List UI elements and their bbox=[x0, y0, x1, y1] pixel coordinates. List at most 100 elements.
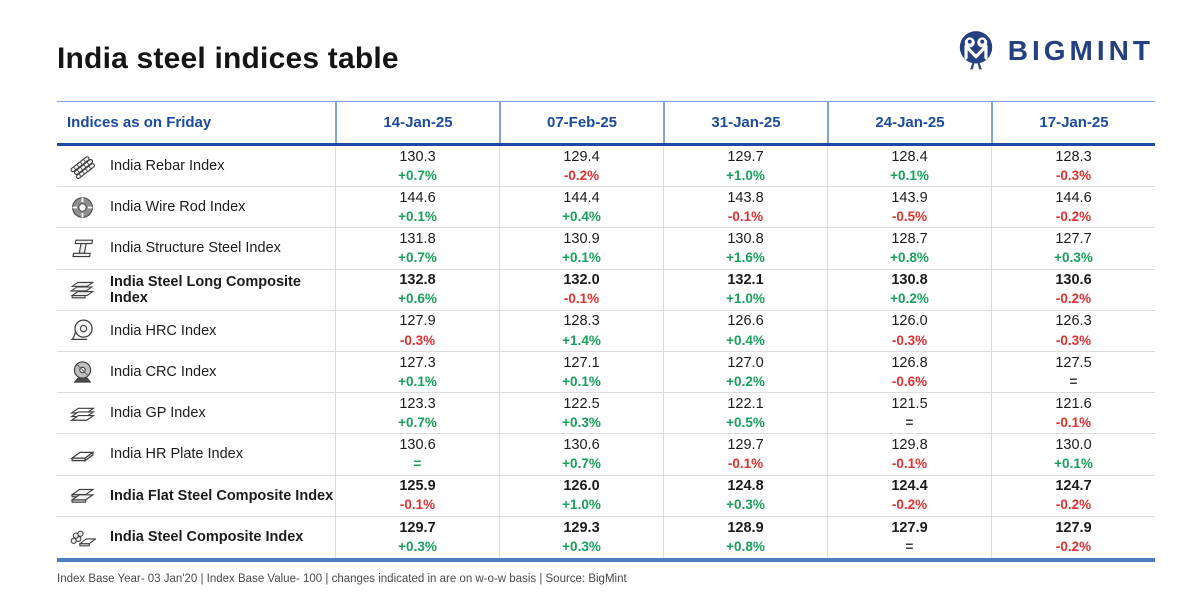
index-value: 121.5 bbox=[891, 395, 928, 412]
index-change: +0.4% bbox=[726, 332, 765, 348]
plate-stack-icon bbox=[69, 482, 96, 509]
index-value: 131.8 bbox=[399, 231, 436, 247]
plate-icon bbox=[69, 441, 96, 468]
index-value: 129.8 bbox=[891, 436, 928, 453]
index-value-cell: 123.3 +0.7% bbox=[335, 393, 499, 434]
index-change: -0.2% bbox=[1055, 208, 1092, 224]
index-value: 126.0 bbox=[563, 478, 600, 495]
index-value-cell: 130.0 +0.1% bbox=[991, 434, 1155, 475]
index-change: +0.3% bbox=[398, 538, 437, 554]
bigmint-logo-text: BIGMINT bbox=[1007, 35, 1154, 66]
index-change: +0.3% bbox=[562, 414, 601, 430]
crc-coil-stand-icon bbox=[69, 359, 96, 386]
index-change: +1.4% bbox=[562, 332, 601, 348]
index-value-cell: 128.4 +0.1% bbox=[827, 146, 991, 187]
index-change: -0.2% bbox=[563, 167, 600, 183]
index-value-cell: 125.9 -0.1% bbox=[335, 475, 499, 516]
index-change: +0.3% bbox=[726, 497, 765, 513]
column-header-date-2: 07-Feb-25 bbox=[499, 102, 663, 143]
index-value: 126.8 bbox=[891, 354, 928, 371]
index-value: 129.7 bbox=[727, 436, 764, 453]
index-value: 124.8 bbox=[727, 478, 764, 495]
index-change: -0.1% bbox=[399, 497, 436, 513]
table-row: India HRC Index 127.9 -0.3% 128.3 +1.4% … bbox=[57, 310, 1155, 352]
index-change: +0.1% bbox=[890, 167, 929, 183]
hrc-coil-icon bbox=[69, 317, 96, 344]
index-change: -0.1% bbox=[563, 291, 600, 307]
index-value: 130.3 bbox=[399, 148, 436, 165]
index-change: +0.7% bbox=[562, 456, 601, 472]
index-value-cell: 121.6 -0.1% bbox=[991, 393, 1155, 434]
index-value-cell: 127.9 = bbox=[827, 516, 991, 558]
rods-and-plate-icon bbox=[69, 524, 96, 551]
index-change: +0.4% bbox=[562, 208, 601, 224]
index-value-cell: 130.6 = bbox=[335, 434, 499, 475]
index-label: India GP Index bbox=[110, 405, 206, 422]
index-change: +0.2% bbox=[726, 373, 765, 389]
index-change: -0.2% bbox=[1055, 538, 1092, 554]
index-value: 127.1 bbox=[563, 354, 600, 371]
index-value-cell: 144.6 +0.1% bbox=[335, 187, 499, 228]
index-value-cell: 126.3 -0.3% bbox=[991, 310, 1155, 351]
rebar-bundle-icon bbox=[69, 153, 96, 180]
index-change: +0.1% bbox=[562, 373, 601, 389]
index-value: 126.6 bbox=[727, 313, 764, 330]
steel-indices-table: Indices as on Friday 14-Jan-25 07-Feb-25… bbox=[57, 101, 1155, 562]
index-change: -0.3% bbox=[1055, 332, 1092, 348]
index-change: -0.1% bbox=[727, 456, 764, 472]
index-value: 144.4 bbox=[563, 189, 600, 206]
page-title: India steel indices table bbox=[57, 42, 399, 75]
index-change: +1.6% bbox=[726, 250, 765, 266]
index-value: 126.0 bbox=[891, 313, 928, 330]
i-beam-icon bbox=[69, 235, 96, 262]
index-value-cell: 122.5 +0.3% bbox=[499, 393, 663, 434]
column-header-date-3: 31-Jan-25 bbox=[663, 102, 827, 143]
index-value-cell: 128.3 +1.4% bbox=[499, 310, 663, 351]
index-value-cell: 130.6 +0.7% bbox=[499, 434, 663, 475]
index-value-cell: 127.9 -0.2% bbox=[991, 516, 1155, 558]
index-value-cell: 128.3 -0.3% bbox=[991, 146, 1155, 187]
index-value-cell: 126.8 -0.6% bbox=[827, 351, 991, 393]
index-value-cell: 132.0 -0.1% bbox=[499, 269, 663, 310]
index-change: = bbox=[1069, 373, 1078, 389]
index-value-cell: 122.1 +0.5% bbox=[663, 393, 827, 434]
index-value-cell: 124.8 +0.3% bbox=[663, 475, 827, 516]
index-value: 130.6 bbox=[399, 436, 436, 453]
index-label: India Steel Long Composite Index bbox=[110, 273, 301, 306]
index-value: 130.8 bbox=[891, 272, 928, 289]
index-value-cell: 130.8 +1.6% bbox=[663, 228, 827, 269]
index-value: 129.4 bbox=[563, 148, 600, 165]
index-value-cell: 128.7 +0.8% bbox=[827, 228, 991, 269]
index-value-cell: 143.8 -0.1% bbox=[663, 187, 827, 228]
index-value: 126.3 bbox=[1055, 313, 1092, 330]
index-value: 122.1 bbox=[727, 395, 764, 412]
index-label-cell: India Structure Steel Index bbox=[57, 228, 335, 268]
index-value: 132.0 bbox=[563, 272, 600, 289]
column-header-date-4: 24-Jan-25 bbox=[827, 102, 991, 143]
index-change: = bbox=[905, 414, 914, 430]
index-value-cell: 144.6 -0.2% bbox=[991, 187, 1155, 228]
index-value-cell: 121.5 = bbox=[827, 393, 991, 434]
index-change: +0.7% bbox=[398, 414, 437, 430]
index-value-cell: 129.7 -0.1% bbox=[663, 434, 827, 475]
index-label: India Flat Steel Composite Index bbox=[110, 487, 334, 504]
index-change: +0.3% bbox=[1054, 250, 1093, 266]
index-change: -0.3% bbox=[399, 332, 436, 348]
column-header-date-5: 17-Jan-25 bbox=[991, 102, 1155, 143]
index-value-cell: 127.5 = bbox=[991, 351, 1155, 393]
table-body: India Rebar Index 130.3 +0.7% 129.4 -0.2… bbox=[57, 146, 1155, 562]
index-label: India Steel Composite Index bbox=[110, 529, 304, 546]
index-value-cell: 128.9 +0.8% bbox=[663, 516, 827, 558]
index-label: India HR Plate Index bbox=[110, 446, 243, 463]
index-value-cell: 129.8 -0.1% bbox=[827, 434, 991, 475]
index-value-cell: 132.8 +0.6% bbox=[335, 269, 499, 310]
index-value-cell: 130.9 +0.1% bbox=[499, 228, 663, 269]
index-value-cell: 129.7 +1.0% bbox=[663, 146, 827, 187]
index-value: 128.3 bbox=[563, 313, 600, 330]
index-value-cell: 126.0 -0.3% bbox=[827, 310, 991, 351]
table-row: India Steel Long Composite Index 132.8 +… bbox=[57, 269, 1155, 311]
index-change: -0.6% bbox=[891, 373, 928, 389]
index-change: +0.5% bbox=[726, 414, 765, 430]
table-row: India HR Plate Index 130.6 = 130.6 +0.7%… bbox=[57, 434, 1155, 476]
index-value-cell: 131.8 +0.7% bbox=[335, 228, 499, 269]
